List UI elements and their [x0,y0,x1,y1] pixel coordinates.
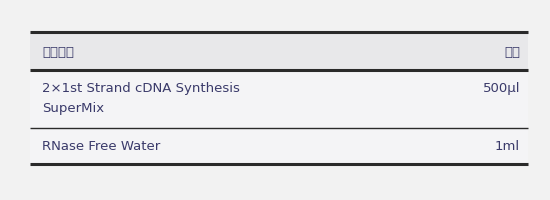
Bar [30,71,528,128]
Text: 500μl: 500μl [482,81,520,94]
Bar [30,128,528,164]
Text: 产品组成: 产品组成 [42,45,74,58]
Text: 2×1st Strand cDNA Synthesis: 2×1st Strand cDNA Synthesis [42,81,240,94]
Text: RNase Free Water: RNase Free Water [42,140,160,153]
Text: SuperMix: SuperMix [42,102,104,115]
Text: 1ml: 1ml [495,140,520,153]
Text: 体积: 体积 [504,45,520,58]
Bar [30,33,528,71]
